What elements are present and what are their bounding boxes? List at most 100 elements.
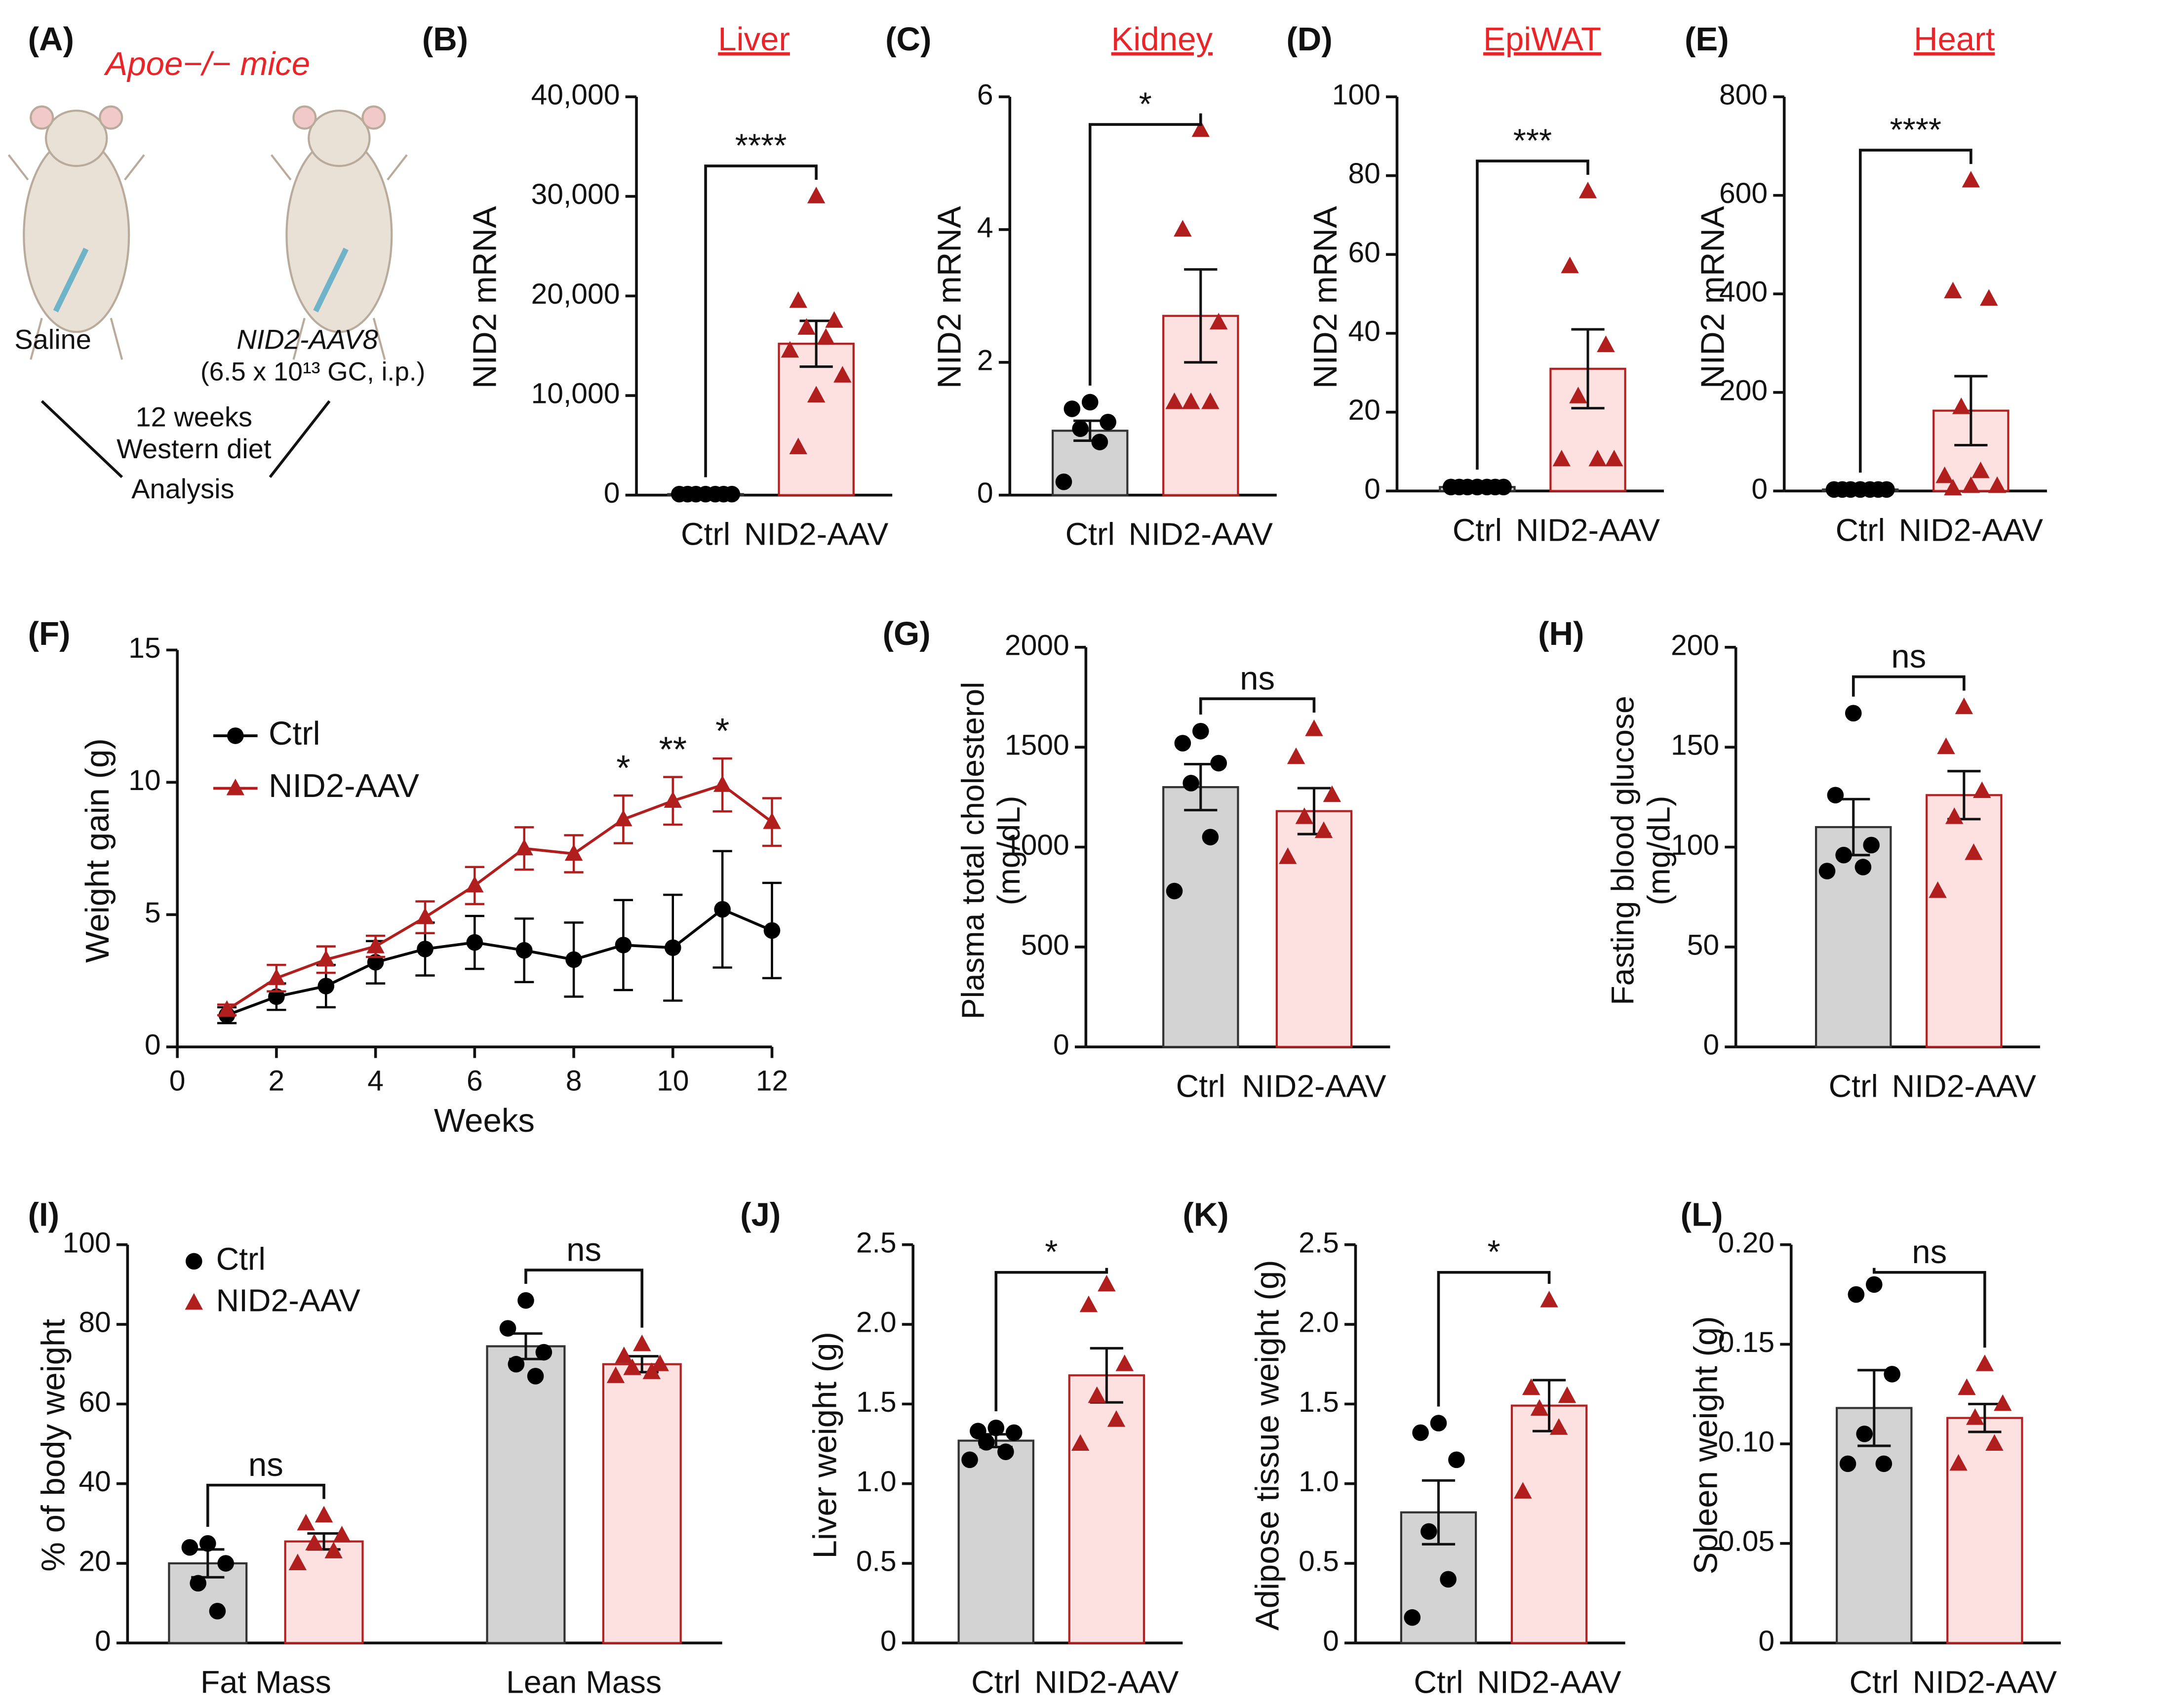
data-point <box>226 778 245 795</box>
x-tick-label: 10 <box>657 1065 689 1097</box>
y-tick-label: 60 <box>1348 237 1380 269</box>
data-point <box>1845 705 1862 722</box>
x-tick-label: Fat Mass <box>200 1664 331 1700</box>
data-point <box>606 1366 625 1383</box>
y-axis-label: (mg/dL) <box>1641 796 1676 906</box>
data-point <box>1210 755 1227 772</box>
data-point <box>209 1603 226 1620</box>
data-point <box>1420 1523 1437 1540</box>
data-point <box>317 950 335 967</box>
data-point <box>1558 1386 1577 1403</box>
data-point <box>833 366 852 383</box>
data-point <box>763 812 781 829</box>
data-point <box>1588 449 1607 467</box>
series-line <box>226 908 773 1017</box>
x-tick-label: NID2-AAV <box>1242 1068 1386 1104</box>
data-point <box>199 1535 216 1552</box>
data-point <box>1854 859 1872 875</box>
data-point <box>1578 182 1597 199</box>
data-point <box>1202 829 1219 846</box>
data-point <box>817 328 835 345</box>
data-point <box>1944 281 1962 299</box>
data-point <box>1944 478 1962 496</box>
legend-label: NID2-AAV <box>216 1282 360 1318</box>
data-point <box>416 908 434 924</box>
data-point <box>1569 387 1587 403</box>
data-point <box>1514 1482 1532 1499</box>
data-point <box>1856 1426 1873 1442</box>
data-point <box>517 1292 534 1309</box>
data-point <box>1985 1434 2004 1451</box>
data-point <box>324 1542 343 1558</box>
y-tick-label: 500 <box>1021 929 1069 961</box>
data-point <box>1937 737 1955 755</box>
y-tick-label: 5 <box>145 897 161 929</box>
x-tick-label: NID2-AAV <box>1129 516 1273 552</box>
y-axis-label: Fasting blood glucose <box>1605 696 1641 1005</box>
significance-bracket <box>1476 159 1589 470</box>
data-point <box>1005 1424 1023 1441</box>
legend-label: Ctrl <box>216 1241 266 1276</box>
x-tick-label: Ctrl <box>1829 1068 1878 1104</box>
x-tick-label: Ctrl <box>1065 516 1115 552</box>
data-point <box>1863 836 1880 854</box>
data-point <box>1825 481 1843 498</box>
data-point <box>1839 1455 1856 1472</box>
data-point <box>1973 781 1991 798</box>
y-tick-label: 40 <box>1348 316 1380 348</box>
data-point <box>714 901 731 918</box>
data-point <box>1865 1276 1883 1293</box>
y-axis-label: NID2 mRNA <box>466 206 503 389</box>
legend-label: NID2-AAV <box>269 767 419 804</box>
data-point <box>1079 1295 1098 1312</box>
y-tick-label: 200 <box>1719 374 1768 406</box>
y-tick-label: 10 <box>128 764 160 796</box>
data-point <box>1929 881 1947 898</box>
x-tick-label: 6 <box>467 1065 483 1097</box>
chart-title: EpiWAT <box>1483 21 1601 58</box>
x-tick-label: NID2-AAV <box>1913 1664 2057 1700</box>
y-tick-label: 0 <box>1364 473 1380 505</box>
end-label: Analysis <box>131 473 235 504</box>
data-point <box>1875 1455 1893 1472</box>
y-tick-label: 0.05 <box>1718 1525 1775 1557</box>
y-tick-label: 400 <box>1719 276 1768 308</box>
data-point <box>1878 481 1895 498</box>
data-point <box>807 386 826 403</box>
y-tick-label: 0 <box>1323 1625 1339 1657</box>
panel-label: (J) <box>740 1196 781 1233</box>
data-point <box>1442 478 1459 496</box>
y-tick-label: 4 <box>977 211 993 243</box>
data-point <box>623 1358 641 1375</box>
annotation: * <box>715 711 729 751</box>
y-tick-label: 40,000 <box>531 79 620 111</box>
data-point <box>807 187 826 203</box>
data-point <box>1835 846 1852 864</box>
data-point <box>1072 420 1089 437</box>
data-point <box>671 485 688 503</box>
data-point <box>1549 1418 1568 1435</box>
bar <box>1926 794 2003 1048</box>
y-tick-label: 30,000 <box>531 178 620 210</box>
x-tick-label: 8 <box>566 1065 582 1097</box>
y-tick-label: 15 <box>128 632 160 664</box>
x-tick-label: Ctrl <box>971 1664 1021 1700</box>
bar <box>1275 810 1353 1048</box>
chart-title: Kidney <box>1111 21 1213 58</box>
panel-label: (L) <box>1681 1196 1723 1233</box>
data-point <box>1279 847 1297 864</box>
data-point <box>1314 821 1333 838</box>
x-tick-label: 12 <box>756 1065 788 1097</box>
y-axis-label: Liver weight (g) <box>806 1332 843 1558</box>
y-tick-label: 0 <box>880 1625 897 1657</box>
data-point <box>1305 719 1323 736</box>
annotation: * <box>616 748 630 788</box>
data-point <box>825 311 843 328</box>
group-label: NID2-AAV8 <box>237 324 378 355</box>
panel-label: (B) <box>422 21 468 58</box>
panel-label: (C) <box>885 21 931 58</box>
data-point <box>227 727 244 744</box>
y-axis-label: % of body weight <box>35 1319 72 1572</box>
data-point <box>1522 1378 1540 1395</box>
